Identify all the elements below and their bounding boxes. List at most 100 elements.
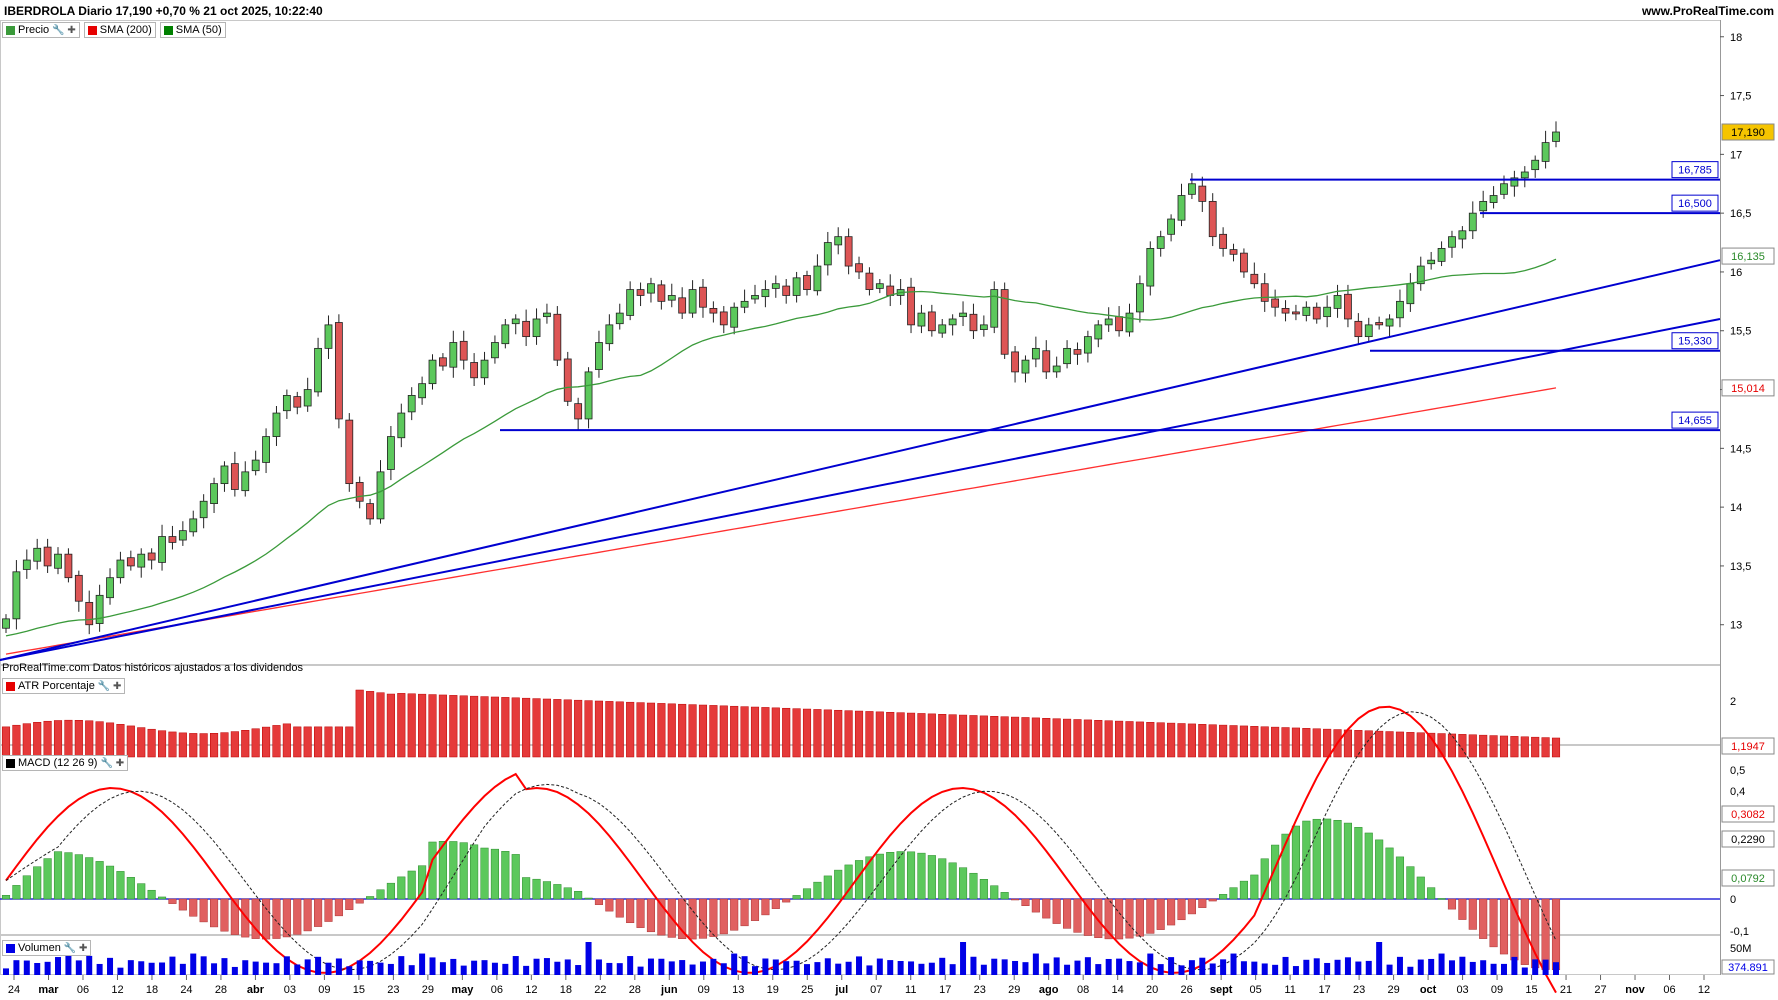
volume-bar — [804, 964, 811, 975]
atr-bar — [428, 694, 437, 758]
atr-bar — [282, 723, 291, 758]
volume-bar — [689, 964, 696, 975]
settings-icon[interactable]: 🔧 ✚ — [52, 24, 76, 36]
volume-bar — [283, 956, 290, 975]
atr-bar — [241, 730, 250, 758]
sma50-value-label: 16,135 — [1731, 251, 1765, 263]
legend-volume[interactable]: Volumen 🔧 ✚ — [2, 940, 92, 956]
atr-bar — [22, 723, 31, 758]
candle-body — [792, 277, 801, 296]
atr-bar — [438, 694, 447, 758]
x-tick-label: 06 — [1663, 984, 1675, 996]
macd-hist-bar — [1239, 880, 1248, 900]
site-link[interactable]: www.ProRealTime.com — [1641, 4, 1774, 18]
price-tick-label: 17,5 — [1730, 91, 1751, 103]
price-tick-label: 14,5 — [1730, 443, 1751, 455]
legend-sma50[interactable]: SMA (50) — [159, 22, 226, 38]
macd-hist-bar — [626, 898, 635, 924]
sma200-value-label: 15,014 — [1731, 383, 1765, 395]
candle-body — [1198, 185, 1207, 202]
macd-value-box — [1721, 805, 1775, 823]
atr-bar — [1281, 727, 1290, 758]
atr-bar — [1520, 736, 1529, 758]
macd-hist-bar — [85, 857, 94, 900]
candle-body — [1344, 293, 1352, 320]
atr-legend: ATR Porcentaje 🔧 ✚ — [2, 678, 126, 694]
atr-bar — [386, 693, 395, 758]
macd-hist-bar — [823, 875, 832, 900]
macd-hist-bar — [168, 898, 177, 904]
candle-body — [1323, 306, 1332, 318]
macd-hist-bar — [709, 898, 718, 937]
atr-bar — [314, 726, 323, 758]
volume-bar — [887, 960, 894, 975]
macd-hist-bar — [646, 898, 656, 933]
atr-bar — [1063, 718, 1072, 758]
atr-bar — [1, 726, 11, 758]
volume-bar — [980, 964, 987, 975]
candle-body — [1292, 311, 1300, 315]
atr-bar — [1115, 720, 1124, 758]
settings-icon[interactable]: 🔧 ✚ — [100, 757, 125, 769]
candle-body — [189, 518, 198, 533]
atr-bar — [636, 702, 645, 758]
atr-bar — [137, 727, 146, 758]
candle-body — [147, 552, 156, 561]
atr-bar — [740, 706, 749, 758]
macd-hist-bar — [750, 898, 760, 921]
volume-bar — [169, 956, 176, 975]
volume-bar — [616, 963, 623, 975]
atr-bar — [147, 728, 156, 758]
volume-bar — [75, 960, 82, 975]
atr-bar — [157, 730, 167, 758]
x-tick-label: 03 — [1456, 984, 1468, 996]
atr-bar — [1458, 734, 1467, 758]
candle-body — [1302, 306, 1311, 316]
volume-bar — [231, 966, 238, 975]
atr-bar — [1354, 730, 1363, 758]
legend-sma200[interactable]: SMA (200) — [83, 22, 156, 38]
volume-value-box — [1721, 959, 1775, 975]
atr-bar — [1083, 719, 1092, 758]
atr-bar — [906, 712, 916, 758]
legend-atr-label: ATR Porcentaje — [18, 680, 95, 692]
atr-bar — [1291, 727, 1300, 758]
atr-bar — [501, 697, 510, 758]
macd-line — [5, 705, 1557, 994]
price-swatch-icon — [6, 25, 15, 35]
macd-hist-bar — [990, 885, 999, 900]
candle-body — [1479, 200, 1488, 212]
volume-bar — [1511, 956, 1518, 975]
volume-bar — [1064, 964, 1071, 975]
legend-price[interactable]: Precio 🔧 ✚ — [2, 22, 80, 38]
source-note: ProRealTime.com Datos históricos ajustad… — [2, 662, 304, 674]
volume-bar — [86, 955, 93, 975]
volume-bar — [1147, 953, 1154, 975]
settings-icon[interactable]: 🔧 ✚ — [97, 680, 122, 692]
volume-bar — [481, 960, 488, 975]
atr-bar — [470, 695, 479, 758]
candle-body — [543, 312, 551, 318]
volume-bar — [564, 959, 571, 975]
atr-bar — [1499, 735, 1509, 758]
volume-bar — [1303, 959, 1310, 975]
candle-body — [1188, 183, 1196, 195]
legend-atr[interactable]: ATR Porcentaje 🔧 ✚ — [2, 678, 126, 694]
volume-bar — [117, 967, 124, 975]
volume-bar — [1459, 956, 1466, 975]
x-tick-label: 18 — [560, 984, 572, 996]
legend-macd[interactable]: MACD (12 26 9) 🔧 ✚ — [2, 755, 129, 771]
volume-bar — [460, 965, 467, 975]
price-tick-label: 13,5 — [1730, 561, 1751, 573]
volume-bar — [575, 965, 582, 975]
x-tick-label: 05 — [1250, 984, 1262, 996]
volume-bar — [1469, 961, 1476, 975]
macd-hist-bar — [1167, 898, 1176, 926]
volume-bar — [512, 956, 519, 975]
macd-hist-bar — [698, 898, 708, 939]
settings-icon[interactable]: 🔧 ✚ — [63, 942, 88, 954]
volume-bar — [876, 958, 883, 975]
candle-body — [282, 395, 291, 412]
atr-bar — [626, 701, 635, 758]
